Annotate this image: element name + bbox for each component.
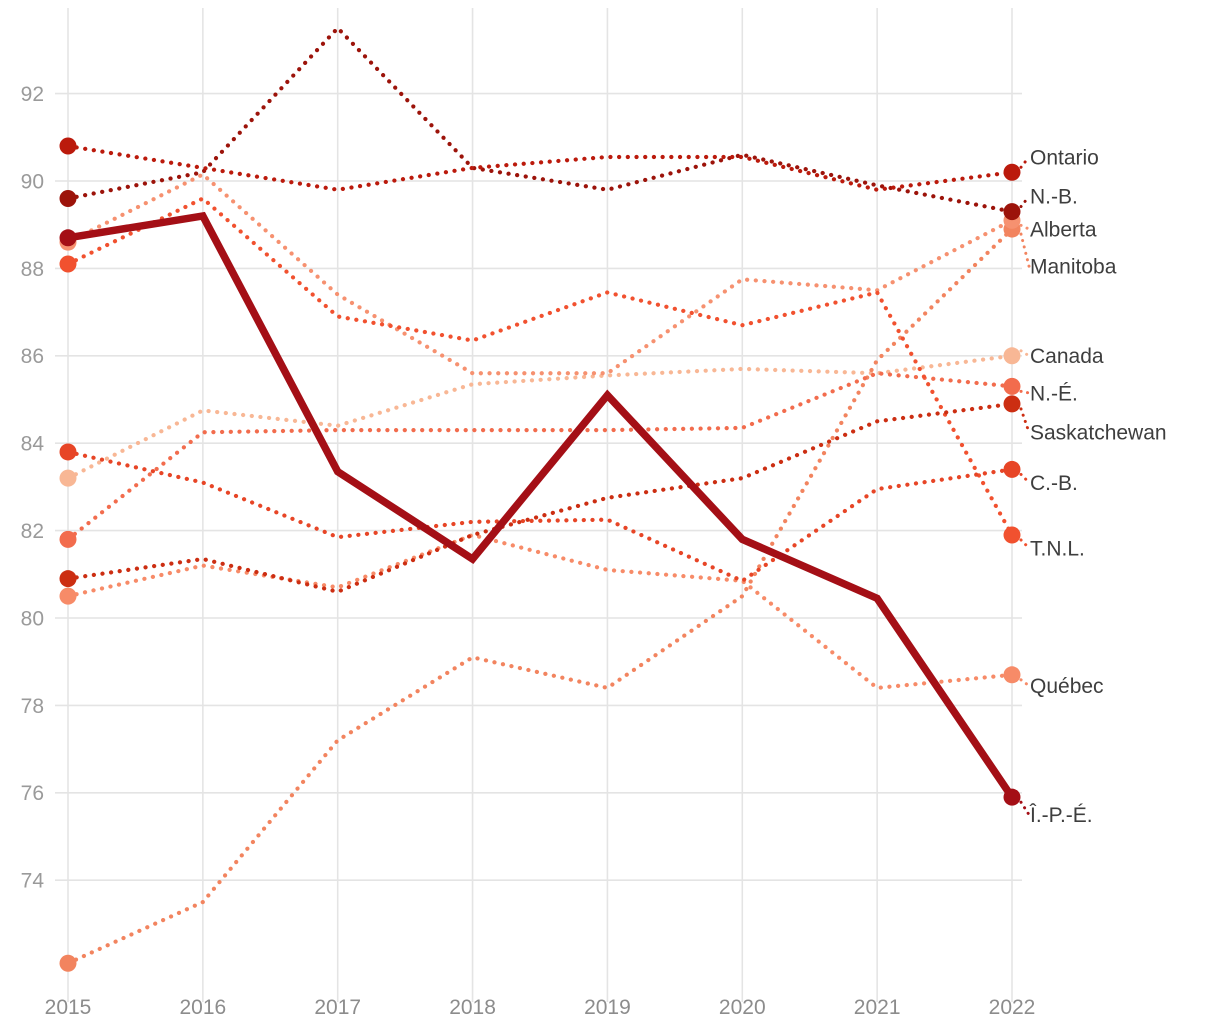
series-line-5 <box>65 196 1015 538</box>
series-line-0 <box>65 353 1015 481</box>
series-label-1: Manitoba <box>1030 256 1117 279</box>
x-axis-tick-label: 2020 <box>719 996 766 1019</box>
series-label-2: Alberta <box>1030 218 1097 241</box>
series-label-6: C.-B. <box>1030 472 1078 495</box>
series-end-marker <box>1003 666 1021 684</box>
y-axis-tick-label: 84 <box>21 433 45 456</box>
y-axis-tick-label: 82 <box>21 520 44 543</box>
x-axis-tick-label: 2017 <box>314 996 361 1019</box>
y-axis-tick-label: 90 <box>21 170 44 193</box>
y-axis-tick-label: 86 <box>21 345 44 368</box>
series-line-6 <box>65 449 1015 583</box>
series-start-marker <box>59 189 77 207</box>
y-axis-tick-label: 74 <box>21 870 45 893</box>
label-leader-line <box>1019 194 1031 209</box>
series-line-3 <box>65 532 1015 691</box>
label-leader-line <box>1019 407 1031 434</box>
series-start-marker <box>59 443 77 461</box>
label-leader-line <box>1019 538 1031 550</box>
series-end-marker <box>1003 347 1021 365</box>
series-label-0: Canada <box>1030 345 1104 368</box>
series-end-marker <box>1003 526 1021 544</box>
series-start-marker <box>59 530 77 548</box>
series-end-marker <box>1003 377 1021 395</box>
label-leader-line <box>1019 223 1031 231</box>
series-label-3: Québec <box>1030 675 1104 698</box>
series-line-1 <box>65 226 1015 966</box>
y-axis-tick-label: 76 <box>21 782 44 805</box>
x-axis-tick-label: 2019 <box>584 996 631 1019</box>
series-label-10: Î.-P.-É. <box>1029 804 1093 827</box>
y-axis-tick-label: 78 <box>21 695 44 718</box>
series-line-2 <box>65 172 1015 376</box>
series-end-marker <box>1003 395 1021 413</box>
series-line-8 <box>65 25 1015 214</box>
series-start-marker <box>59 587 77 605</box>
series-end-marker <box>1003 203 1021 221</box>
series-label-9: Ontario <box>1030 146 1099 169</box>
label-leader-line <box>1019 232 1031 268</box>
series-line-7 <box>65 401 1015 594</box>
series-line-9 <box>65 143 1015 192</box>
series-start-marker <box>59 229 77 247</box>
x-axis-tick-label: 2021 <box>854 996 901 1019</box>
y-axis-tick-label: 80 <box>21 607 44 630</box>
label-leader-line <box>1019 155 1031 169</box>
series-start-marker <box>59 255 77 273</box>
x-axis-tick-label: 2015 <box>45 996 92 1019</box>
series-start-marker <box>59 954 77 972</box>
y-axis-tick-label: 92 <box>21 83 44 106</box>
series-start-marker <box>59 469 77 487</box>
y-axis-tick-label: 88 <box>21 258 44 281</box>
x-axis-tick-label: 2018 <box>449 996 496 1019</box>
series-line-10 <box>64 211 1016 801</box>
series-start-marker <box>59 137 77 155</box>
series-label-4: N.-É. <box>1030 382 1078 405</box>
x-axis-tick-label: 2016 <box>179 996 226 1019</box>
label-leader-line <box>1019 472 1031 485</box>
series-start-marker <box>59 570 77 588</box>
series-end-marker <box>1003 460 1021 478</box>
label-leader-line <box>1019 349 1031 358</box>
series-end-marker <box>1003 163 1021 181</box>
series-end-marker <box>1003 788 1021 806</box>
label-leader-line <box>1019 800 1031 817</box>
series-label-5: T.N.L. <box>1030 537 1085 560</box>
x-axis-tick-label: 2022 <box>989 996 1036 1019</box>
label-leader-line <box>1019 389 1031 395</box>
series-label-8: N.-B. <box>1030 186 1078 209</box>
series-label-7: Saskatchewan <box>1030 422 1167 445</box>
